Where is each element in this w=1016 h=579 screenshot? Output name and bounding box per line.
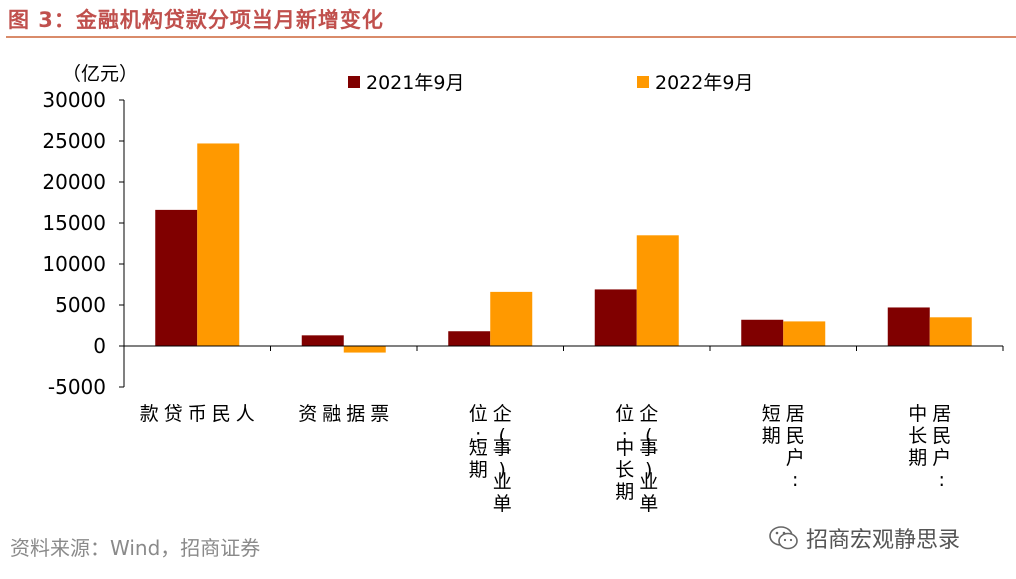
y-tick-label: 25000 — [42, 129, 106, 153]
category-char: 民 — [786, 425, 805, 447]
category-char: 居 — [786, 403, 805, 425]
legend-label-1: 2022年9月 — [655, 72, 753, 94]
bar-series1-0 — [155, 209, 198, 346]
category-char: 事 — [493, 437, 512, 459]
category-char: : — [939, 469, 945, 491]
y-tick-label: -5000 — [48, 375, 106, 399]
category-char: 融 — [322, 403, 341, 425]
bar-series2-3 — [636, 235, 679, 346]
category-char: 企 — [639, 403, 658, 425]
category-char: 期 — [615, 481, 634, 503]
category-char: 单 — [493, 493, 512, 515]
category-char: 户 — [786, 447, 805, 469]
category-char: 居 — [932, 403, 951, 425]
category-char: 期 — [908, 447, 927, 469]
category-char: 长 — [615, 459, 634, 481]
chart-legend: 2021年9月 2022年9月 — [348, 72, 753, 94]
bar-series1-1 — [301, 335, 344, 346]
y-tick-label: 20000 — [42, 170, 106, 194]
category-label-3: 企(事)业单 位:中长期 — [615, 403, 658, 515]
y-tick-label: 0 — [93, 334, 106, 358]
category-char: 位 — [469, 403, 488, 425]
legend-swatch-0 — [348, 76, 360, 88]
bars — [155, 143, 972, 353]
category-char: 期 — [762, 425, 781, 447]
y-tick-label: 5000 — [55, 293, 106, 317]
category-char: 贷 — [164, 403, 183, 425]
category-char: 民 — [932, 425, 951, 447]
category-char: 短 — [469, 437, 488, 459]
category-char: 业 — [639, 471, 658, 493]
watermark: 招商宏观静思录 — [768, 522, 960, 554]
category-char: 民 — [212, 403, 231, 425]
category-char: ) — [499, 459, 506, 481]
category-char: 币 — [188, 403, 207, 425]
legend-swatch-1 — [637, 76, 649, 88]
category-label-4: 居民户: 短期 — [762, 403, 805, 491]
category-char: 款 — [140, 403, 159, 425]
watermark-text: 招商宏观静思录 — [806, 528, 961, 553]
category-char: 企 — [493, 403, 512, 425]
category-char: 期 — [469, 459, 488, 481]
bar-series2-5 — [929, 317, 972, 346]
bar-series2-2 — [490, 291, 533, 346]
bar-series1-3 — [594, 289, 637, 346]
y-tick-label: 10000 — [42, 252, 106, 276]
category-char: : — [792, 469, 798, 491]
category-label-5: 居民户: 中长期 — [908, 403, 951, 491]
wechat-icon — [769, 526, 798, 550]
category-char: ) — [645, 459, 652, 481]
y-tick-label: 15000 — [42, 211, 106, 235]
category-char: ( — [645, 425, 652, 447]
category-char: 中 — [908, 403, 927, 425]
category-char: 中 — [615, 437, 634, 459]
category-char: 事 — [639, 437, 658, 459]
bar-series2-1 — [343, 346, 386, 353]
y-axis-label: （亿元） — [62, 63, 138, 85]
category-char: 业 — [493, 471, 512, 493]
source-note: 资料来源：Wind，招商证券 — [10, 536, 261, 560]
y-axis: -5000 0 5000 10000 15000 20000 25000 30000 — [42, 88, 125, 399]
category-char: 资 — [298, 403, 317, 425]
bar-series1-4 — [741, 319, 784, 346]
title-divider — [6, 36, 1016, 38]
category-char: ( — [499, 425, 506, 447]
figure-title: 图 3：金融机构贷款分项当月新增变化 — [8, 8, 384, 32]
category-char: 短 — [762, 403, 781, 425]
bar-series1-5 — [887, 307, 930, 346]
category-char: : — [475, 425, 481, 447]
y-tick-label: 30000 — [42, 88, 106, 112]
bar-chart: （亿元） 2021年9月 2022年9月 -5000 0 5000 10000 15000… — [42, 63, 1004, 515]
category-label-2: 企(事)业单 位:短期 — [469, 403, 512, 515]
category-char: 人 — [236, 403, 255, 425]
bar-series1-2 — [448, 331, 491, 346]
category-char: 单 — [639, 493, 658, 515]
category-char: 长 — [908, 425, 927, 447]
category-char: 户 — [932, 447, 951, 469]
category-char: 票 — [370, 403, 389, 425]
bar-series2-0 — [197, 143, 240, 346]
category-char: : — [622, 425, 628, 447]
x-axis — [123, 345, 1004, 351]
category-char: 位 — [615, 403, 634, 425]
category-char: 据 — [346, 403, 365, 425]
bar-series2-4 — [783, 321, 826, 346]
legend-label-0: 2021年9月 — [366, 72, 464, 94]
